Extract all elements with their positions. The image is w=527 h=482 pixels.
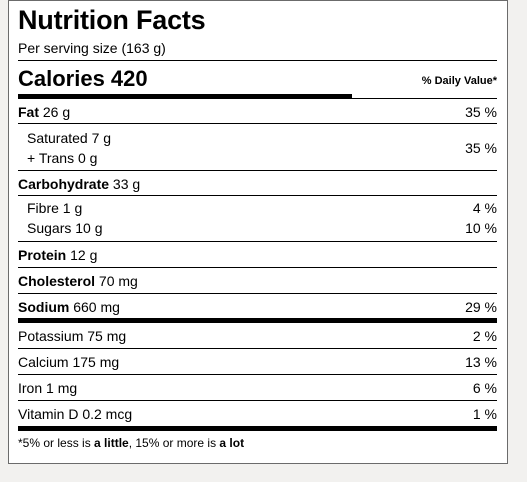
label-title: Nutrition Facts	[18, 5, 206, 35]
sugars-label: Sugars 10 g	[27, 220, 103, 236]
serving-size: Per serving size (163 g)	[18, 40, 166, 56]
footnote-text-1: *5% or less is	[18, 436, 95, 450]
sugars-percent: 10 %	[465, 220, 497, 236]
thick-divider	[18, 318, 497, 323]
iron-percent: 6 %	[472, 380, 497, 396]
fibre-label: Fibre 1 g	[27, 200, 83, 216]
divider	[18, 123, 497, 124]
sat-trans-percent: 35 %	[465, 140, 497, 156]
potassium-label: Potassium 75 mg	[18, 328, 127, 344]
sodium-text: Sodium 660 mg	[18, 300, 120, 314]
potassium-percent: 2 %	[472, 328, 497, 344]
footnote-lot: a lot	[219, 436, 245, 450]
divider	[18, 348, 497, 349]
carbohydrate-label: Carbohydrate	[18, 176, 110, 192]
divider	[18, 195, 497, 196]
sodium-percent: 29 %	[465, 299, 497, 315]
divider	[18, 170, 497, 171]
thick-divider	[18, 426, 497, 431]
trans-label: + Trans 0 g	[27, 150, 98, 166]
protein-text: Protein 12 g	[18, 248, 97, 262]
divider	[18, 400, 497, 401]
footnote-text-2: , 15% or more is	[128, 436, 220, 450]
divider	[18, 241, 497, 242]
fat-amount: 26 g	[42, 104, 71, 120]
calories: Calories 420	[18, 66, 148, 91]
footnote-little: a little	[94, 436, 129, 450]
nutrition-facts-label: Nutrition Facts Per serving size (163 g)…	[8, 0, 508, 464]
vitamin-d-percent: 1 %	[472, 406, 497, 422]
protein-amount: 12 g	[70, 247, 98, 263]
divider	[18, 98, 497, 99]
fat-label: Fat	[18, 104, 39, 120]
fat-text: Fat 26 g	[18, 105, 70, 119]
daily-value-header: % Daily Value*	[421, 75, 497, 87]
fibre-percent: 4 %	[472, 200, 497, 216]
footnote: *5% or less is a little, 15% or more is …	[18, 437, 244, 449]
fat-percent: 35 %	[465, 104, 497, 120]
divider	[18, 374, 497, 375]
carbohydrate-text: Carbohydrate 33 g	[18, 177, 140, 191]
saturated-label: Saturated 7 g	[27, 130, 112, 146]
iron-label: Iron 1 mg	[18, 380, 78, 396]
vitamin-d-label: Vitamin D 0.2 mcg	[18, 406, 133, 422]
cholesterol-text: Cholesterol 70 mg	[18, 274, 138, 288]
sodium-label: Sodium	[18, 299, 70, 315]
cholesterol-amount: 70 mg	[98, 273, 138, 289]
divider	[18, 60, 497, 61]
protein-label: Protein	[18, 247, 67, 263]
cholesterol-label: Cholesterol	[18, 273, 96, 289]
sodium-amount: 660 mg	[73, 299, 120, 315]
carbohydrate-amount: 33 g	[112, 176, 141, 192]
calcium-label: Calcium 175 mg	[18, 354, 120, 370]
calcium-percent: 13 %	[465, 354, 497, 370]
divider	[18, 293, 497, 294]
calories-thick-divider	[18, 94, 352, 98]
divider	[18, 267, 497, 268]
